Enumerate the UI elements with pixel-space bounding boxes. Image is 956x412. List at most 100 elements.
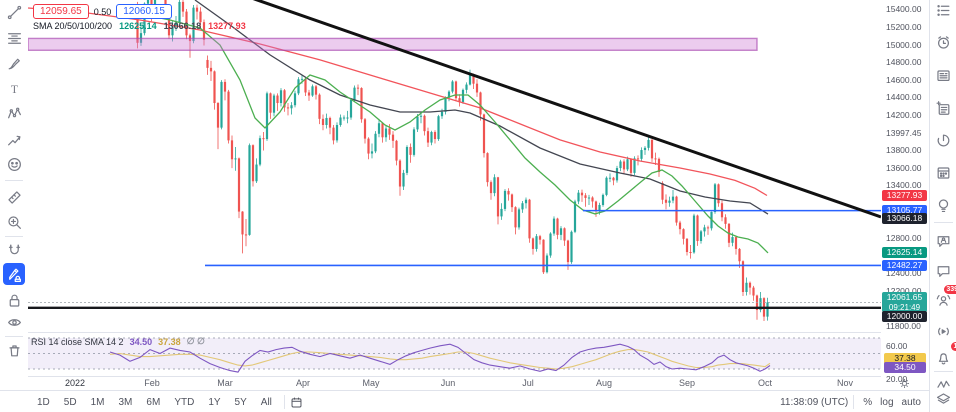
remove-all-tool-icon[interactable] xyxy=(3,339,25,361)
calendar-icon[interactable] xyxy=(932,161,954,183)
sma-legend: SMA 20/50/100/200 12625.14 13066.18 13277.… xyxy=(33,21,246,31)
toolbar-separator xyxy=(5,336,23,337)
candle-body xyxy=(384,128,388,138)
candle-body xyxy=(412,129,416,155)
toolbar-separator xyxy=(934,222,953,223)
price-tick: 15200.00 xyxy=(886,22,922,33)
main-chart-canvas[interactable] xyxy=(28,0,881,332)
trendline-tool-icon[interactable] xyxy=(3,1,25,23)
news-icon[interactable] xyxy=(932,64,954,86)
candle-body xyxy=(699,231,703,242)
candle-body xyxy=(661,183,664,200)
rsi-ma-line[interactable] xyxy=(109,349,771,370)
candle-body xyxy=(696,215,699,242)
forecast-tool-icon[interactable] xyxy=(3,128,25,150)
range-button-ytd[interactable]: YTD xyxy=(174,396,195,408)
brush-tool-icon[interactable] xyxy=(3,52,25,74)
range-button-1y[interactable]: 1Y xyxy=(208,396,221,408)
rsi-tick: 60.00 xyxy=(886,341,908,352)
time-axis-divider xyxy=(28,376,881,377)
sma-20-line[interactable] xyxy=(139,13,769,254)
price-tick: 12200.00 xyxy=(886,285,922,296)
sma-legend-title: SMA 20/50/100/200 xyxy=(33,21,113,31)
scale-option-%[interactable]: % xyxy=(863,396,873,408)
sma-50-line[interactable] xyxy=(194,0,769,215)
clock-display[interactable]: 11:38:09 (UTC) xyxy=(780,397,848,408)
watchlist-icon[interactable] xyxy=(932,0,954,21)
pattern-tool-icon[interactable] xyxy=(3,102,25,124)
range-button-1d[interactable]: 1D xyxy=(37,396,50,408)
go-to-date-icon[interactable] xyxy=(290,396,303,409)
range-button-6m[interactable]: 6M xyxy=(146,396,161,408)
pane-settings-gear-icon[interactable] xyxy=(899,378,910,389)
candle-body xyxy=(472,74,475,84)
hide-all-tool-icon[interactable] xyxy=(3,311,25,333)
private-chats-icon[interactable] xyxy=(932,259,954,281)
candle-body xyxy=(255,164,258,182)
fib-retracement-tool-icon[interactable] xyxy=(3,27,25,49)
range-button-5y[interactable]: 5Y xyxy=(234,396,247,408)
candle-body xyxy=(643,147,647,151)
candle-body xyxy=(167,11,171,36)
magnet-tool-icon[interactable] xyxy=(3,239,25,261)
price-tick: 12400.00 xyxy=(886,268,922,279)
pane-divider[interactable] xyxy=(28,332,881,333)
dom-icon[interactable] xyxy=(932,373,954,395)
drawing-mode-tool-icon[interactable] xyxy=(3,263,25,285)
candle-body xyxy=(514,207,517,228)
candle-body xyxy=(598,204,601,212)
rsi-line[interactable] xyxy=(109,343,771,373)
notes-icon[interactable] xyxy=(932,97,954,119)
notifications-icon[interactable]: 1 xyxy=(932,342,956,368)
streams-icon[interactable]: 339 xyxy=(932,285,956,311)
price-label-12625.14: 12625.14 xyxy=(882,247,927,259)
range-button-5d[interactable]: 5D xyxy=(63,396,77,408)
candle-body xyxy=(388,128,391,135)
sma-100-line[interactable] xyxy=(28,7,768,197)
candle-body xyxy=(549,233,552,256)
descending-trendline[interactable] xyxy=(240,0,881,219)
candle-body xyxy=(563,228,566,241)
ideas-icon[interactable] xyxy=(932,194,954,216)
chart-area[interactable]: 12059.65 0.50 12060.15 SMA 20/50/100/200… xyxy=(28,0,882,390)
range-button-all[interactable]: All xyxy=(260,396,272,408)
range-button-1m[interactable]: 1M xyxy=(90,396,105,408)
alerts-icon[interactable] xyxy=(932,31,954,53)
hotlists-icon[interactable] xyxy=(932,129,954,151)
price-label-12000.00: 12000.00 xyxy=(882,311,927,323)
candle-body xyxy=(174,22,178,26)
candle-body xyxy=(181,1,185,12)
candle-body xyxy=(465,84,468,90)
candle-body xyxy=(517,209,521,228)
text-tool-icon[interactable]: T xyxy=(3,77,25,99)
candle-body xyxy=(332,127,335,141)
price-axis[interactable]: 15400.00 15200.00 15000.00 14800.00 14600.00… xyxy=(881,0,929,390)
emoji-tool-icon[interactable] xyxy=(3,153,25,175)
price-tick: 11800.00 xyxy=(886,320,921,331)
time-label-Sep: Sep xyxy=(678,378,696,388)
time-label-May: May xyxy=(362,378,380,388)
range-button-3m[interactable]: 3M xyxy=(118,396,133,408)
rsi-pane-canvas[interactable] xyxy=(28,333,881,377)
candle-body xyxy=(398,160,402,187)
zoom-in-tool-icon[interactable] xyxy=(3,211,25,233)
candle-body xyxy=(605,177,608,195)
candle-body xyxy=(360,88,363,120)
streams-badge: 339 xyxy=(944,285,956,294)
candle-body xyxy=(178,1,181,23)
scale-option-auto[interactable]: auto xyxy=(901,396,921,408)
candle-body xyxy=(759,298,762,311)
public-chats-icon[interactable] xyxy=(932,229,954,251)
resistance-zone[interactable] xyxy=(28,37,758,51)
candle-body xyxy=(374,133,377,152)
lock-all-tool-icon[interactable] xyxy=(3,289,25,311)
sell-button[interactable]: 12059.65 xyxy=(33,4,89,19)
price-tick: 12800.00 xyxy=(886,233,922,243)
time-axis[interactable]: 2022 Feb Mar Apr May Jun Jul Aug Sep Oct Nov xyxy=(28,377,881,390)
layouts-icon[interactable] xyxy=(932,388,954,410)
scale-option-log[interactable]: log xyxy=(880,396,894,408)
buy-button[interactable]: 12060.15 xyxy=(116,4,172,19)
broadcasts-icon[interactable] xyxy=(932,320,954,342)
measure-tool-icon[interactable] xyxy=(3,186,25,208)
